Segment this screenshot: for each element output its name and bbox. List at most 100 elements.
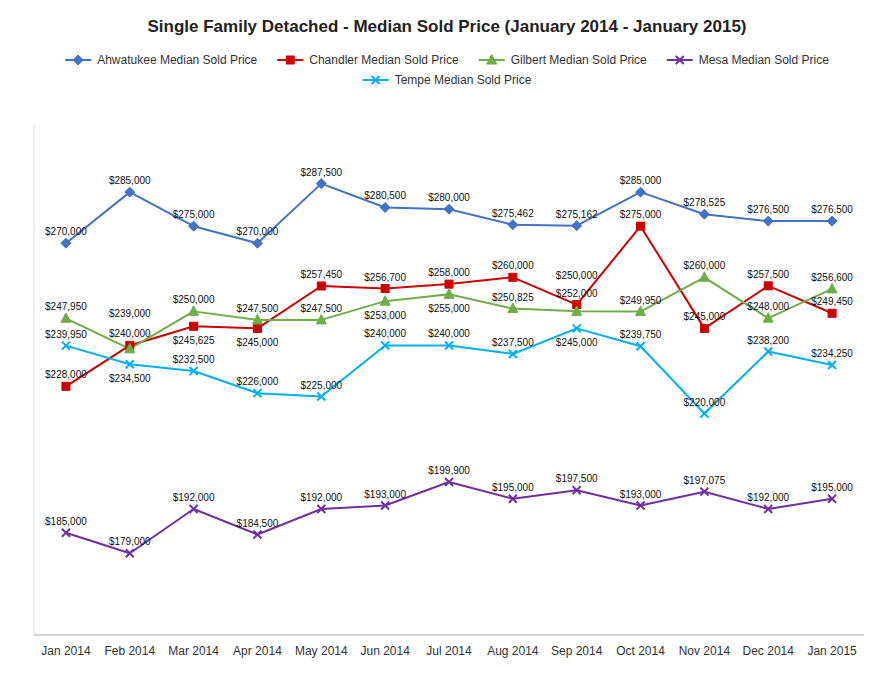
data-label: $287,500 — [300, 167, 342, 178]
marker — [61, 238, 71, 248]
data-label: $285,000 — [620, 175, 662, 186]
marker — [699, 209, 709, 219]
series-line — [66, 226, 832, 386]
data-label: $275,162 — [556, 209, 598, 220]
x-tick-label: Jul 2014 — [426, 644, 472, 658]
data-label: $276,500 — [747, 204, 789, 215]
legend: Ahwatukee Median Sold Price Chandler Medi… — [65, 53, 829, 87]
data-label: $193,000 — [620, 489, 662, 500]
title: Single Family Detached - Median Sold Pri… — [147, 17, 746, 36]
data-label: $197,500 — [556, 473, 598, 484]
data-label: $258,000 — [428, 267, 470, 278]
marker — [189, 221, 199, 231]
data-label: $252,000 — [556, 288, 598, 299]
legend-marker — [286, 56, 294, 64]
marker — [317, 282, 325, 290]
data-label: $249,450 — [811, 296, 853, 307]
marker — [700, 324, 708, 332]
marker — [828, 309, 836, 317]
marker — [126, 549, 134, 557]
data-label: $237,500 — [492, 337, 534, 348]
data-label: $192,000 — [300, 492, 342, 503]
marker — [828, 495, 836, 503]
data-label: $193,000 — [364, 489, 406, 500]
marker — [317, 393, 325, 401]
data-label: $199,900 — [428, 465, 470, 476]
legend-label: Chandler Median Sold Price — [309, 53, 459, 67]
marker — [763, 216, 773, 226]
legend-item: Mesa Median Sold Price — [667, 53, 829, 67]
data-label: $240,000 — [364, 328, 406, 339]
marker — [444, 204, 454, 214]
data-label: $275,000 — [173, 209, 215, 220]
series-line — [66, 328, 832, 413]
marker — [508, 303, 518, 313]
data-label: $245,625 — [173, 335, 215, 346]
marker — [764, 505, 772, 513]
data-label: $280,000 — [428, 192, 470, 203]
series-line — [66, 482, 832, 553]
data-label: $285,000 — [109, 175, 151, 186]
data-label: $225,000 — [300, 380, 342, 391]
data-label: $247,500 — [237, 303, 279, 314]
data-label: $247,950 — [45, 301, 87, 312]
data-label: $250,000 — [173, 294, 215, 305]
marker — [125, 187, 135, 197]
marker — [637, 222, 645, 230]
x-tick-label: Aug 2014 — [487, 644, 539, 658]
data-label: $247,500 — [300, 303, 342, 314]
marker — [445, 478, 453, 486]
legend-item: Gilbert Median Sold Price — [479, 53, 647, 67]
x-tick-label: May 2014 — [295, 644, 348, 658]
data-label: $256,600 — [811, 272, 853, 283]
data-label: $192,000 — [747, 492, 789, 503]
legend-item: Tempe Median Sold Price — [363, 73, 532, 87]
marker — [444, 289, 454, 299]
legend-item: Ahwatukee Median Sold Price — [65, 53, 257, 67]
legend-marker — [487, 55, 497, 65]
plot-area — [61, 179, 837, 558]
marker — [126, 360, 134, 368]
x-tick-label: Feb 2014 — [104, 644, 155, 658]
marker — [764, 282, 772, 290]
marker — [827, 283, 837, 293]
legend-marker — [372, 76, 380, 84]
data-label: $250,000 — [556, 270, 598, 281]
data-label: $179,000 — [109, 536, 151, 547]
marker — [189, 306, 199, 316]
marker — [253, 324, 261, 332]
marker — [700, 410, 708, 418]
data-label: $253,000 — [364, 310, 406, 321]
marker — [125, 343, 135, 353]
data-label: $260,000 — [492, 260, 534, 271]
marker — [763, 313, 773, 323]
data-label: $280,500 — [364, 190, 406, 201]
marker — [445, 341, 453, 349]
marker — [61, 313, 71, 323]
data-label: $240,000 — [109, 328, 151, 339]
marker — [190, 367, 198, 375]
marker — [637, 502, 645, 510]
data-labels: $270,000$247,950$239,950$228,000$185,000… — [45, 167, 853, 548]
x-tick-label: Apr 2014 — [233, 644, 282, 658]
marker — [380, 202, 390, 212]
data-label: $240,000 — [428, 328, 470, 339]
marker — [509, 495, 517, 503]
legend-label: Mesa Median Sold Price — [699, 53, 829, 67]
data-label: $275,000 — [620, 209, 662, 220]
legend-label: Tempe Median Sold Price — [395, 73, 532, 87]
data-label: $238,200 — [747, 335, 789, 346]
marker — [317, 505, 325, 513]
marker — [700, 488, 708, 496]
data-label: $239,950 — [45, 329, 87, 340]
x-axis-line — [34, 635, 864, 636]
data-label: $184,500 — [237, 518, 279, 529]
data-label: $245,000 — [237, 337, 279, 348]
data-label: $278,525 — [684, 197, 726, 208]
x-tick-label: Nov 2014 — [679, 644, 731, 658]
data-label: $248,000 — [747, 301, 789, 312]
series-line — [66, 184, 832, 244]
marker — [573, 324, 581, 332]
data-label: $234,250 — [811, 348, 853, 359]
marker — [252, 314, 262, 324]
